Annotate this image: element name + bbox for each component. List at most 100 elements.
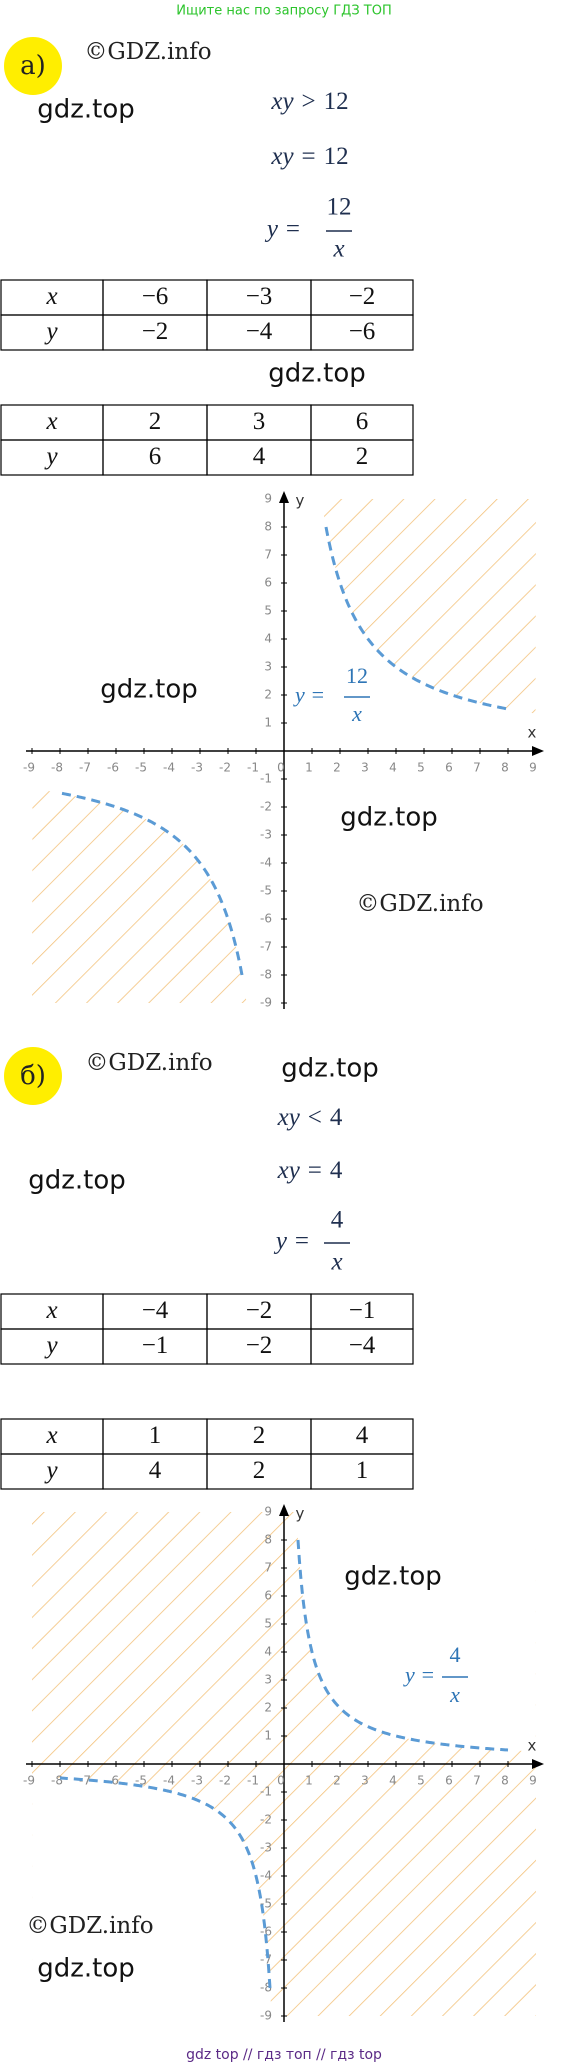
x-tick-label: 4 <box>389 761 397 775</box>
table-text: −2 <box>142 318 169 345</box>
value-table: x −4 −2 −1 y −1 −2 −4 <box>0 1293 414 1365</box>
watermark: gdz.top <box>100 675 198 705</box>
x-tick-label: 2 <box>333 761 341 775</box>
y-tick-label: -8 <box>260 1981 272 1995</box>
x-tick-label: -5 <box>135 761 147 775</box>
hyperbola-branch <box>59 1776 272 1989</box>
watermark: ©GDZ.info <box>26 1913 153 1939</box>
watermark: ©GDZ.info <box>85 1050 212 1076</box>
x-tick-label: -4 <box>163 761 175 775</box>
y-tick-label: -9 <box>260 2009 272 2023</box>
y-tick-label: -9 <box>260 996 272 1010</box>
x-tick-label: -7 <box>79 1774 91 1788</box>
table-text: y <box>43 1332 58 1359</box>
table-text: 6 <box>149 443 162 470</box>
y-tick-label: 3 <box>264 1673 272 1687</box>
x-tick-label: 1 <box>305 761 313 775</box>
table-cell <box>310 1453 414 1490</box>
table-text: −2 <box>246 1297 273 1324</box>
table-text: x <box>45 1422 57 1449</box>
x-tick-label: 6 <box>445 1774 453 1788</box>
y-tick-label: 4 <box>264 632 272 646</box>
y-tick-label: 1 <box>264 716 272 730</box>
header-link[interactable]: Ищите нас по запросу ГДЗ ТОП <box>176 4 392 19</box>
y-tick-label: -3 <box>260 1841 272 1855</box>
table-text: 4 <box>149 1457 162 1484</box>
math-left: xy <box>277 1104 301 1131</box>
table-text: 2 <box>253 1422 266 1449</box>
math-sign: = <box>308 1157 322 1184</box>
x-tick-label: 1 <box>305 1774 313 1788</box>
table-cell <box>310 439 414 476</box>
footer-text: gdz top // гдз топ // гдз top <box>186 2047 382 2063</box>
y-tick-label: -4 <box>260 856 272 870</box>
table-text: −6 <box>142 283 169 310</box>
fraction-denominator: x <box>332 236 344 263</box>
math-left: xy <box>277 1157 301 1184</box>
part-label: б) <box>20 1061 46 1091</box>
x-tick-label: -8 <box>51 1774 63 1788</box>
math-relation: xy <4 <box>277 1104 343 1131</box>
math-relation: xy = 4 <box>277 1157 343 1184</box>
y-tick-label: 1 <box>264 1729 272 1743</box>
x-tick-label: -1 <box>247 761 259 775</box>
hyperbola-branch <box>296 1539 509 1752</box>
table-text: y <box>43 318 58 345</box>
y-tick-label: -1 <box>260 1785 272 1799</box>
x-tick-label: -2 <box>219 1774 231 1788</box>
math-left: xy <box>270 88 294 115</box>
x-tick-label: 4 <box>389 1774 397 1788</box>
table-text: x <box>45 283 57 310</box>
y-tick-label: -1 <box>260 772 272 786</box>
y-tick-label: -8 <box>260 968 272 982</box>
table-text: 1 <box>356 1457 369 1484</box>
table-text: −6 <box>349 318 376 345</box>
y-tick-label: -2 <box>260 1813 272 1827</box>
watermark: gdz.top <box>37 1954 135 1984</box>
fraction-left: y = <box>273 1228 310 1255</box>
fraction-left: y = <box>264 216 301 243</box>
x-tick-label: 8 <box>501 761 509 775</box>
x-tick-label: 7 <box>473 761 481 775</box>
watermark: ©GDZ.info <box>84 39 211 65</box>
x-tick-label: 5 <box>417 761 425 775</box>
value-table: x 1 2 4 y 4 2 1 <box>0 1418 414 1490</box>
table-text: x <box>45 408 57 435</box>
y-tick-label: 7 <box>264 1561 272 1575</box>
x-tick-label: 5 <box>417 1774 425 1788</box>
y-tick-label: 5 <box>264 1617 272 1631</box>
table-text: −4 <box>349 1332 376 1359</box>
x-tick-label: -1 <box>247 1774 259 1788</box>
table-cell <box>310 314 414 351</box>
watermark: gdz.top <box>281 1054 379 1084</box>
x-tick-label: 3 <box>361 761 369 775</box>
table-text: x <box>45 1297 57 1324</box>
y-tick-label: -5 <box>260 884 272 898</box>
table-text: −4 <box>142 1297 169 1324</box>
table-text: y <box>43 1457 58 1484</box>
table-text: −1 <box>142 1332 169 1359</box>
fraction-left: y = <box>293 682 325 707</box>
x-tick-label: 0 <box>277 761 285 775</box>
x-tick-label: -6 <box>107 1774 119 1788</box>
table-text: −2 <box>349 283 376 310</box>
table-text: 2 <box>356 443 369 470</box>
y-tick-label: 9 <box>264 1505 272 1519</box>
y-tick-label: -7 <box>260 1953 272 1967</box>
y-tick-label: 3 <box>264 660 272 674</box>
y-tick-label: -4 <box>260 1869 272 1883</box>
math-sign: > <box>302 88 316 115</box>
fraction-left: y = <box>403 1662 435 1687</box>
math-right: 4 <box>330 1157 343 1184</box>
y-tick-label: 9 <box>264 492 272 506</box>
table-cell <box>310 1328 414 1365</box>
y-arrow <box>279 491 289 503</box>
math-left: xy <box>270 143 294 170</box>
x-arrow <box>532 1759 544 1769</box>
x-tick-label: -8 <box>51 761 63 775</box>
y-tick-label: 5 <box>264 604 272 618</box>
value-table: x 2 3 6 y 6 4 2 <box>0 404 414 476</box>
table-text: 2 <box>253 1457 266 1484</box>
fraction-denominator: x <box>449 1682 460 1707</box>
